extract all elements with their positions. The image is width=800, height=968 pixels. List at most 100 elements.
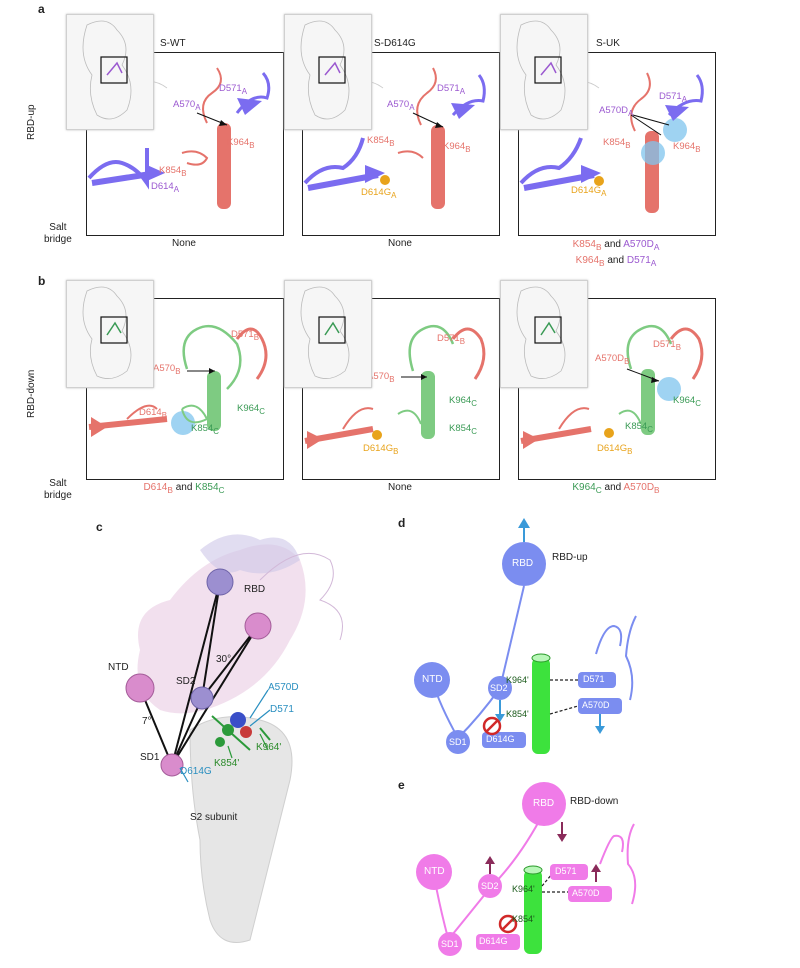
salt-word: Salt — [49, 478, 67, 489]
thumbnail-a-d614g — [284, 14, 372, 130]
thumbnail-b-wt — [66, 280, 154, 388]
label-k854: K854B — [603, 137, 631, 150]
label-e-sd1: SD1 — [441, 939, 459, 949]
bridge-word: bridge — [44, 234, 72, 245]
label-d-d614g: D614G — [486, 734, 515, 744]
label-k854: K854C — [625, 421, 653, 434]
label-c-sd1: SD1 — [140, 752, 160, 763]
structure-wt-up — [87, 67, 271, 209]
label-d614g: D614GB — [597, 443, 633, 456]
panel-a-letter: a — [38, 2, 45, 16]
panel-a-salt-label: Salt bridge — [44, 222, 72, 246]
label-k854: K854C — [449, 423, 477, 436]
label-e-k854: K854' — [512, 914, 535, 924]
label-d614: D614B — [139, 407, 167, 420]
label-k964: K964B — [227, 137, 255, 150]
label-a570: A570A — [387, 99, 415, 112]
label-d-ntd: NTD — [422, 674, 443, 685]
frame-title: S-UK — [596, 38, 620, 49]
caption-b-d614g: None — [388, 482, 412, 493]
panel-b-row-label: RBD-down — [26, 369, 37, 418]
label-c-d614g: D614G — [180, 766, 212, 777]
label-e-a570d: A570D — [572, 888, 600, 898]
label-d-a570d: A570D — [582, 700, 610, 710]
label-e-rbd: RBD — [533, 798, 555, 809]
label-d571: D571A — [659, 91, 687, 104]
thumbnail-b-uk — [500, 280, 588, 388]
label-d-k854: K854' — [506, 709, 529, 719]
label-a570: A570A — [173, 99, 201, 112]
label-d571: D571B — [437, 333, 465, 346]
frame-title: S-WT — [160, 38, 186, 49]
label-a570: A570B — [153, 363, 181, 376]
label-d-rbd: RBD — [512, 558, 534, 569]
label-d571: D571A — [219, 83, 247, 96]
label-k854: K854B — [367, 135, 395, 148]
label-d-sd2: SD2 — [490, 683, 508, 693]
panel-c-structure — [125, 534, 343, 943]
panel-b-salt-label: Salt bridge — [44, 478, 72, 502]
frame-title: S-D614G — [374, 38, 416, 49]
label-e-sd2: SD2 — [481, 881, 499, 891]
label-c-a570d: A570D — [268, 682, 299, 693]
label-d-k964: K964' — [506, 675, 529, 685]
panel-d-letter: d — [398, 516, 406, 530]
label-c-sd2: SD2 — [176, 676, 196, 687]
label-c-rbd: RBD — [244, 584, 266, 595]
caption-line-2: K964B and D571A — [575, 255, 657, 268]
label-k854: K854C — [191, 423, 219, 436]
label-c-d571: D571 — [270, 704, 294, 715]
panel-c-letter: c — [96, 520, 103, 534]
label-c-k854: K854' — [214, 758, 240, 769]
label-d614: D614A — [151, 181, 179, 194]
label-a570: A570B — [367, 371, 395, 384]
label-c-ntd: NTD — [108, 662, 129, 673]
label-c-k964: K964' — [256, 742, 282, 753]
label-d614g: D614GA — [571, 185, 607, 198]
salt-word: Salt — [49, 222, 67, 233]
label-k964: K964B — [443, 141, 471, 154]
structure-wt-down — [88, 324, 268, 437]
caption-a-uk: K854B and A570DA K964B and D571A — [518, 238, 714, 270]
label-k854: K854B — [159, 165, 187, 178]
panel-e-letter: e — [398, 778, 405, 792]
label-a570d: A570DB — [595, 353, 630, 366]
label-d571: D571B — [231, 329, 259, 342]
label-e-ntd: NTD — [424, 866, 445, 877]
label-e-rbd-state: RBD-down — [570, 796, 619, 807]
structure-uk-down — [520, 324, 704, 449]
caption-b-wt: D614B and K854C — [143, 482, 225, 495]
panel-d-diagram — [414, 518, 637, 754]
structure-d614g-down — [304, 324, 486, 449]
label-a570d: A570DA — [599, 105, 634, 118]
label-d571: D571B — [653, 339, 681, 352]
label-e-k964: K964' — [512, 884, 535, 894]
label-k964: K964C — [449, 395, 477, 408]
caption-b-uk: K964C and A570DB — [572, 482, 660, 495]
label-d614g: D614GA — [361, 187, 397, 200]
panel-b-letter: b — [38, 274, 46, 288]
label-c-s2: S2 subunit — [190, 812, 238, 823]
caption-a-wt: None — [172, 238, 196, 249]
bridge-word: bridge — [44, 490, 72, 501]
label-k964: K964C — [237, 403, 265, 416]
thumbnail-a-wt — [66, 14, 154, 130]
label-c-angle30: 30° — [216, 654, 232, 665]
frame-a-wt: A570A D571A K964B K854B D614A — [86, 52, 284, 236]
label-d571: D571A — [437, 83, 465, 96]
caption-a-d614g: None — [388, 238, 412, 249]
label-d614g: D614GB — [363, 443, 399, 456]
label-k964: K964C — [673, 395, 701, 408]
thumbnail-a-uk — [500, 14, 588, 130]
label-c-angle7: 7° — [142, 716, 152, 727]
panel-a-row-label: RBD-up — [26, 104, 37, 140]
label-d-sd1: SD1 — [449, 737, 467, 747]
label-k964: K964B — [673, 141, 701, 154]
label-d-d571: D571 — [583, 674, 605, 684]
panel-e-diagram — [416, 782, 637, 956]
caption-line-1: K854B and A570DA — [572, 239, 660, 252]
thumbnail-b-d614g — [284, 280, 372, 388]
label-e-d571: D571 — [555, 866, 577, 876]
label-d-rbd-state: RBD-up — [552, 552, 588, 563]
label-e-d614g: D614G — [479, 936, 508, 946]
